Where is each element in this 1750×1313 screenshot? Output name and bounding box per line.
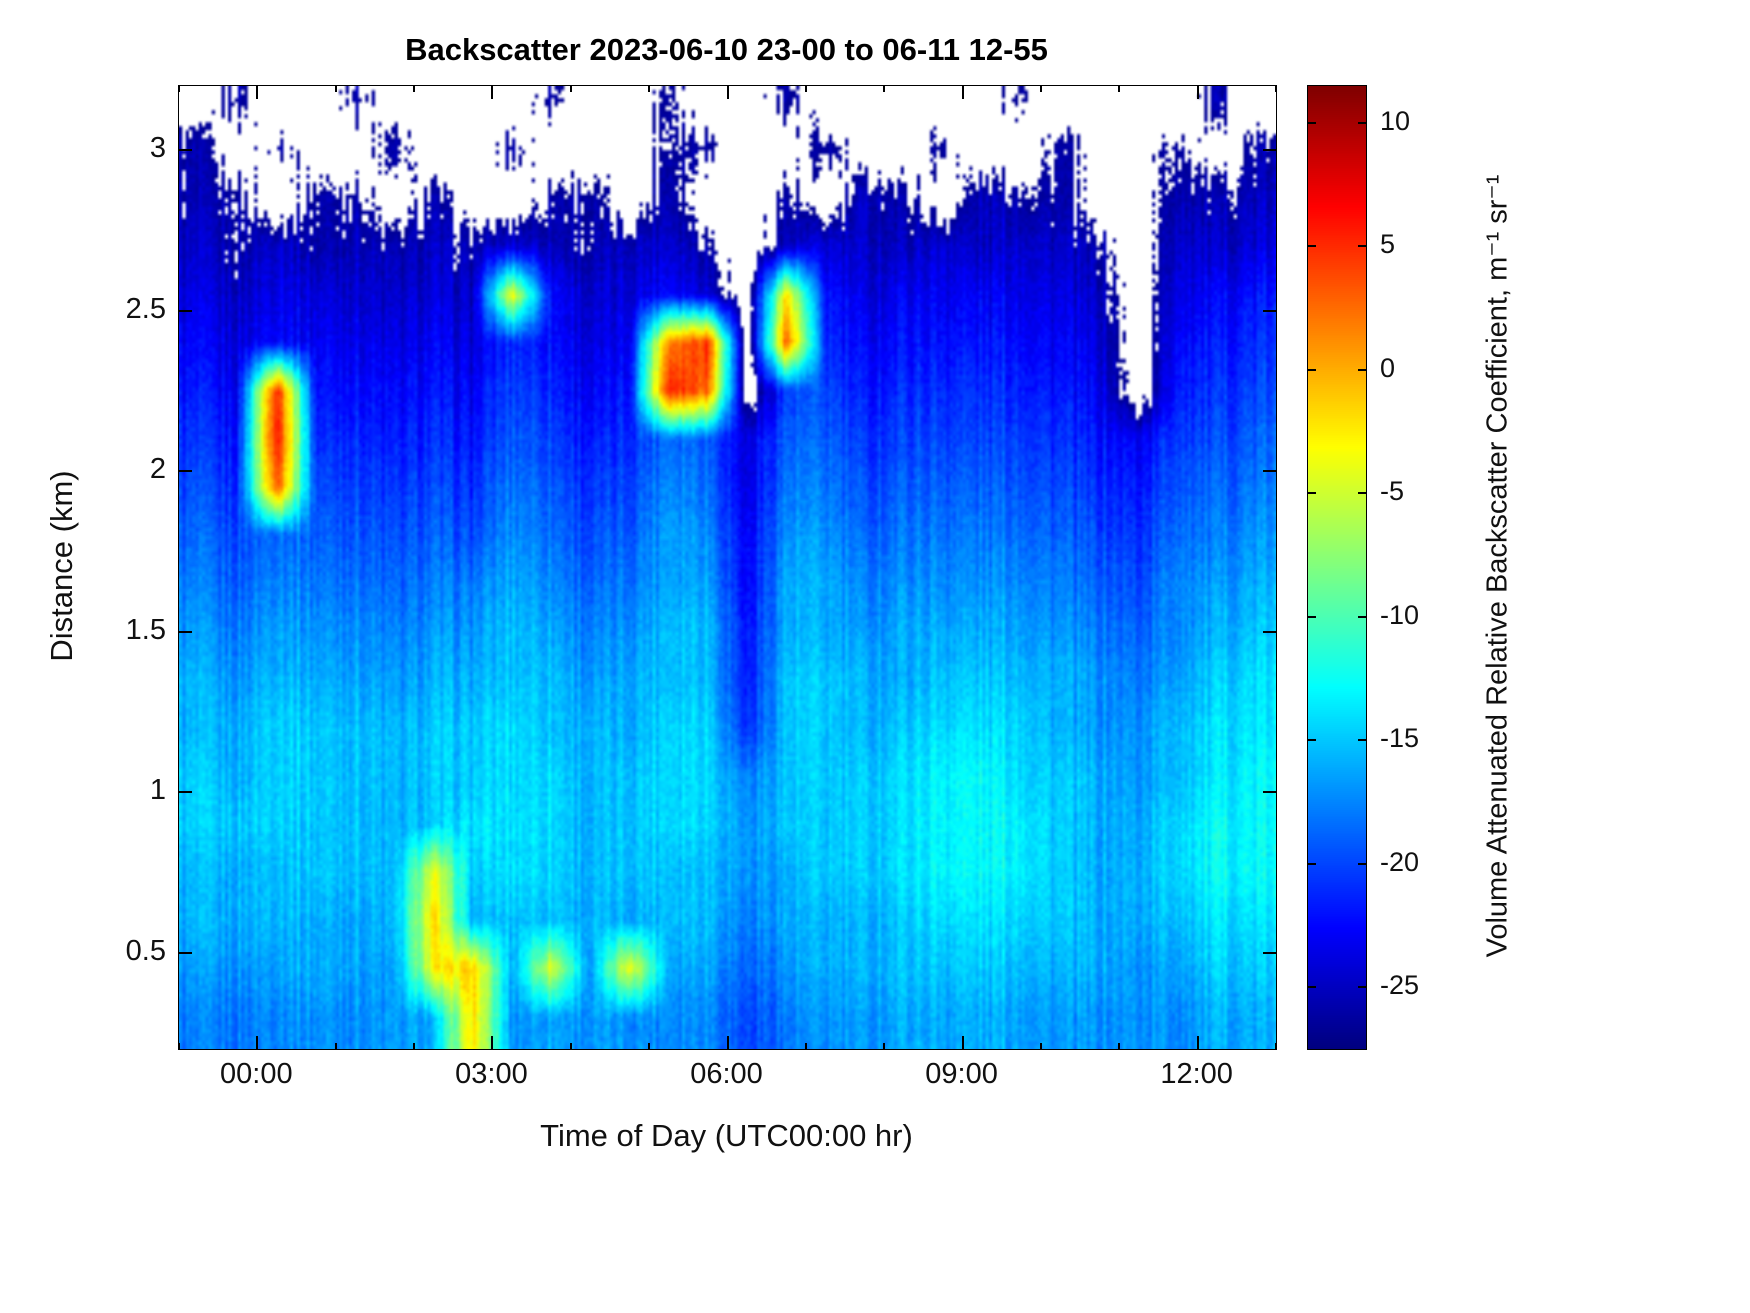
x-tick-mark [648, 1043, 650, 1049]
colorbar-tick-label: -10 [1380, 600, 1420, 630]
x-tick-label: 09:00 [925, 1058, 998, 1090]
colorbar-tick-label: -25 [1380, 970, 1420, 1000]
x-tick-mark [1197, 1036, 1199, 1049]
colorbar-tick-mark [1358, 616, 1366, 618]
x-tick-mark-top [1275, 86, 1277, 92]
y-tick-mark [179, 470, 192, 472]
y-tick-label: 1.5 [125, 614, 166, 646]
colorbar-tick-mark [1358, 739, 1366, 741]
x-tick-mark [256, 1036, 258, 1049]
colorbar-tick-mark [1358, 986, 1366, 988]
y-tick-label: 2.5 [125, 293, 166, 325]
colorbar-tick-mark [1308, 492, 1316, 494]
x-tick-mark-top [335, 86, 337, 92]
y-tick-mark [179, 952, 192, 954]
x-tick-label: 03:00 [455, 1058, 528, 1090]
colorbar-tick-mark [1358, 369, 1366, 371]
x-tick-mark-top [962, 86, 964, 99]
x-axis-label: Time of Day (UTC00:00 hr) [540, 1118, 913, 1153]
x-tick-mark [1040, 1043, 1042, 1049]
x-tick-mark [1275, 1043, 1277, 1049]
x-tick-mark [570, 1043, 572, 1049]
x-tick-mark-top [727, 86, 729, 99]
y-tick-label: 1 [149, 774, 166, 806]
x-tick-mark [335, 1043, 337, 1049]
colorbar-tick-mark [1308, 245, 1316, 247]
colorbar-tick-label: -5 [1380, 476, 1405, 506]
colorbar-tick-label: 5 [1380, 229, 1396, 259]
y-tick-mark [179, 631, 192, 633]
x-tick-mark [178, 1043, 180, 1049]
colorbar-tick-mark [1358, 492, 1366, 494]
colorbar-tick-label: -15 [1380, 723, 1420, 753]
x-tick-label: 12:00 [1160, 1058, 1233, 1090]
y-tick-mark-right [1263, 791, 1276, 793]
x-tick-mark-top [883, 86, 885, 92]
colorbar-tick-mark [1308, 369, 1316, 371]
backscatter-heatmap-canvas [179, 86, 1276, 1049]
colorbar-label: Volume Attenuated Relative Backscatter C… [1481, 174, 1514, 958]
y-tick-label: 2 [149, 453, 166, 485]
colorbar-tick-mark [1308, 986, 1316, 988]
x-tick-mark-top [1197, 86, 1199, 99]
y-tick-mark [179, 310, 192, 312]
x-tick-mark-top [805, 86, 807, 92]
x-tick-mark-top [256, 86, 258, 99]
x-tick-mark [413, 1043, 415, 1049]
colorbar-tick-label: -20 [1380, 847, 1420, 877]
y-tick-label: 0.5 [125, 935, 166, 967]
plot-area [178, 85, 1277, 1050]
x-tick-mark-top [491, 86, 493, 99]
x-tick-label: 06:00 [690, 1058, 763, 1090]
colorbar-tick-mark [1308, 863, 1316, 865]
colorbar-tick-mark [1358, 122, 1366, 124]
x-tick-mark-top [413, 86, 415, 92]
x-tick-mark [1118, 1043, 1120, 1049]
y-tick-mark-right [1263, 310, 1276, 312]
y-tick-mark [179, 149, 192, 151]
y-tick-mark-right [1263, 470, 1276, 472]
x-tick-mark-top [1040, 86, 1042, 92]
x-tick-mark-top [1118, 86, 1120, 92]
x-tick-mark [962, 1036, 964, 1049]
chart-title: Backscatter 2023-06-10 23-00 to 06-11 12… [405, 32, 1048, 67]
x-tick-mark-top [570, 86, 572, 92]
colorbar-canvas [1308, 86, 1366, 1049]
colorbar-tick-mark [1358, 245, 1366, 247]
y-tick-mark-right [1263, 952, 1276, 954]
x-tick-mark [805, 1043, 807, 1049]
y-tick-mark-right [1263, 149, 1276, 151]
colorbar-tick-mark [1308, 739, 1316, 741]
x-tick-mark-top [648, 86, 650, 92]
x-tick-mark [491, 1036, 493, 1049]
colorbar-tick-mark [1308, 122, 1316, 124]
colorbar [1307, 85, 1367, 1050]
colorbar-tick-mark [1358, 863, 1366, 865]
x-tick-label: 00:00 [220, 1058, 293, 1090]
x-tick-mark [883, 1043, 885, 1049]
y-tick-mark [179, 791, 192, 793]
colorbar-tick-mark [1308, 616, 1316, 618]
colorbar-tick-label: 10 [1380, 106, 1411, 136]
x-tick-mark [727, 1036, 729, 1049]
x-tick-mark-top [178, 86, 180, 92]
y-tick-label: 3 [149, 132, 166, 164]
colorbar-tick-label: 0 [1380, 353, 1396, 383]
y-tick-mark-right [1263, 631, 1276, 633]
